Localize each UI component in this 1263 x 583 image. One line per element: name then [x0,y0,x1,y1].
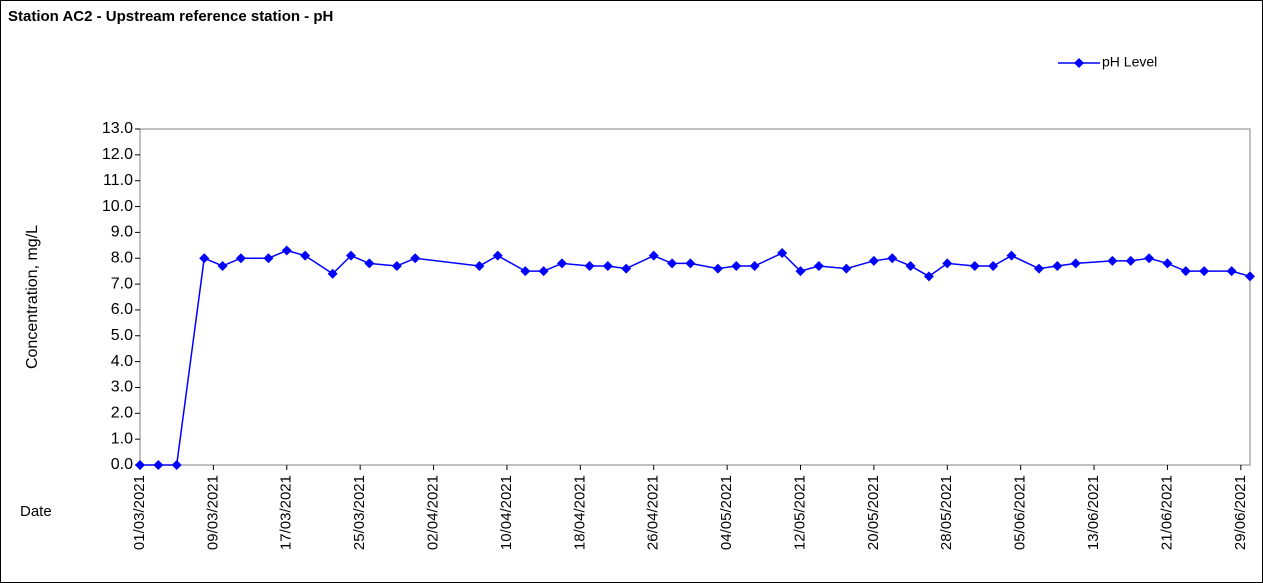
x-tick-label: 04/05/2021 [718,475,735,550]
data-point [942,258,953,269]
chart-title: Station AC2 - Upstream reference station… [8,8,333,25]
data-point [813,260,824,271]
data-point [171,460,182,470]
plot-area [139,128,1251,466]
x-tick-label: 09/03/2021 [204,475,221,550]
data-point [135,460,145,470]
data-point [602,260,613,271]
data-point [1199,266,1210,277]
x-tick-label: 29/06/2021 [1232,475,1249,550]
y-tick-label: 5.0 [111,327,133,344]
data-point [1034,263,1045,274]
data-point [584,260,595,271]
data-point [281,245,292,256]
y-tick-label: 9.0 [111,224,133,241]
x-tick-label: 12/05/2021 [791,475,808,550]
data-point [300,250,311,261]
legend-label: pH Level [1102,54,1157,70]
data-point [556,258,567,269]
y-tick-label: 2.0 [111,405,133,422]
data-point [263,253,274,264]
y-tick-label: 4.0 [111,353,133,370]
x-tick-label: 13/06/2021 [1085,475,1102,550]
data-point [841,263,852,274]
y-tick-label: 6.0 [111,301,133,318]
x-tick-label: 10/04/2021 [498,475,515,550]
x-tick-label: 18/04/2021 [571,475,588,550]
data-point [1070,258,1081,269]
x-tick-label: 28/05/2021 [938,475,955,550]
data-point [217,260,228,271]
data-point [345,250,356,261]
legend-marker [1074,58,1084,68]
data-point [648,250,659,261]
data-point [1245,271,1255,282]
y-tick-label: 0.0 [111,456,133,473]
data-point [795,266,806,277]
data-point [1180,266,1191,277]
data-point [712,263,723,274]
data-point [777,248,788,259]
x-tick-label: 26/04/2021 [645,475,662,550]
data-point [327,268,338,279]
data-point [1162,258,1173,269]
y-tick-label: 10.0 [102,198,133,215]
y-tick-label: 12.0 [102,146,133,163]
data-point [923,271,934,282]
data-point [1052,260,1063,271]
data-point [364,258,375,269]
data-point [1107,255,1118,266]
x-tick-label: 05/06/2021 [1012,475,1029,550]
data-point [474,260,485,271]
x-tick-label: 20/05/2021 [865,475,882,550]
data-point [538,266,549,277]
data-point [868,255,879,266]
data-point [667,258,678,269]
data-point [731,260,742,271]
y-tick-label: 3.0 [111,379,133,396]
data-point [520,266,531,277]
data-point [1144,253,1155,264]
data-point [887,253,898,264]
data-point [685,258,696,269]
y-tick-label: 8.0 [111,249,133,266]
y-tick-label: 7.0 [111,275,133,292]
data-point [1006,250,1017,261]
y-tick-label: 11.0 [103,172,133,189]
x-tick-label: 02/04/2021 [425,475,442,550]
y-tick-label: 13.0 [102,120,133,137]
y-tick-label: 1.0 [111,430,133,447]
y-axis-label: Concentration, mg/L [24,225,41,369]
data-point [153,460,164,470]
data-point [905,260,916,271]
x-tick-label: 17/03/2021 [278,475,295,550]
x-tick-label: 21/06/2021 [1158,475,1175,550]
data-point [199,253,210,264]
data-point [410,253,421,264]
data-point [235,253,246,264]
data-point [391,260,402,271]
x-tick-label: 01/03/2021 [131,475,148,550]
x-axis-label: Date [20,503,52,520]
data-point [749,260,760,271]
data-point [1125,255,1136,266]
x-tick-label: 25/03/2021 [351,475,368,550]
data-point [621,263,632,274]
data-point [988,260,999,271]
data-point [1226,266,1237,277]
data-point [969,260,980,271]
data-point [492,250,503,261]
